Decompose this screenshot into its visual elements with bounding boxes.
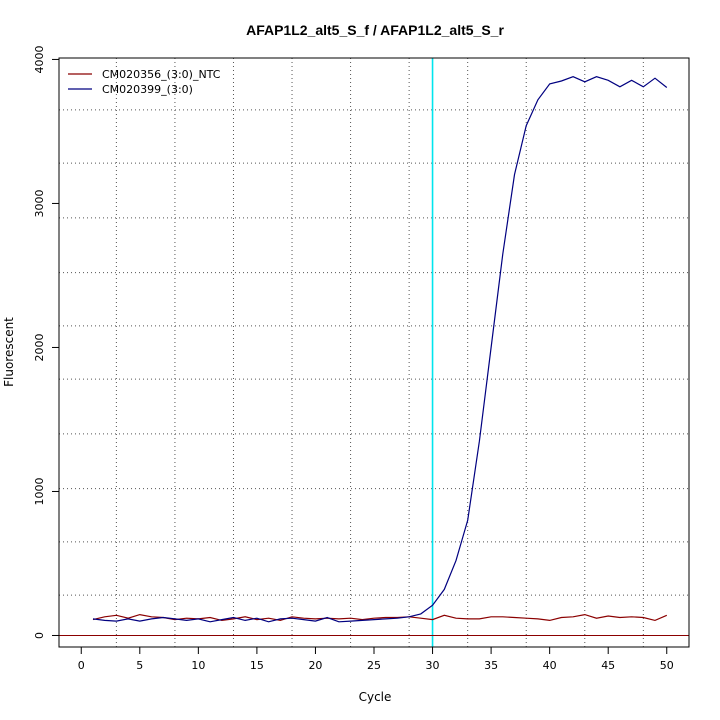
y-tick-label: 3000	[33, 189, 46, 217]
axis-layer: 0 5 10 15 20 25 30 35 40 45 50 0 1000 2000 3000 4000	[33, 45, 690, 672]
x-axis-label: Cycle	[359, 690, 392, 704]
x-tick-label: 20	[308, 659, 322, 672]
series-line-2	[92, 76, 668, 623]
grid-layer	[59, 58, 689, 647]
legend-label-1: CM020356_(3:0)_NTC	[102, 68, 221, 81]
x-tick-label: 35	[484, 659, 498, 672]
y-tick-label: 0	[33, 632, 46, 639]
y-tick-label: 4000	[33, 45, 46, 73]
x-tick-label: 30	[426, 659, 440, 672]
x-tick-label: 0	[78, 659, 85, 672]
threshold-layer	[59, 58, 689, 647]
x-tick-label: 45	[601, 659, 615, 672]
plot-frame	[58, 57, 690, 648]
x-tick-label: 5	[136, 659, 143, 672]
series-layer	[92, 76, 668, 623]
legend-label-2: CM020399_(3:0)	[102, 83, 193, 96]
y-tick-label: 1000	[33, 477, 46, 505]
x-tick-label: 10	[191, 659, 205, 672]
x-tick-label: 40	[543, 659, 557, 672]
legend: CM020356_(3:0)_NTC CM020399_(3:0)	[68, 68, 221, 96]
x-tick-label: 15	[250, 659, 264, 672]
chart-title: AFAP1L2_alt5_S_f / AFAP1L2_alt5_S_r	[246, 22, 504, 38]
y-axis-label: Fluorescent	[2, 317, 16, 387]
x-tick-label: 25	[367, 659, 381, 672]
series-line-1	[92, 613, 668, 622]
x-tick-label: 50	[660, 659, 674, 672]
y-tick-label: 2000	[33, 333, 46, 361]
